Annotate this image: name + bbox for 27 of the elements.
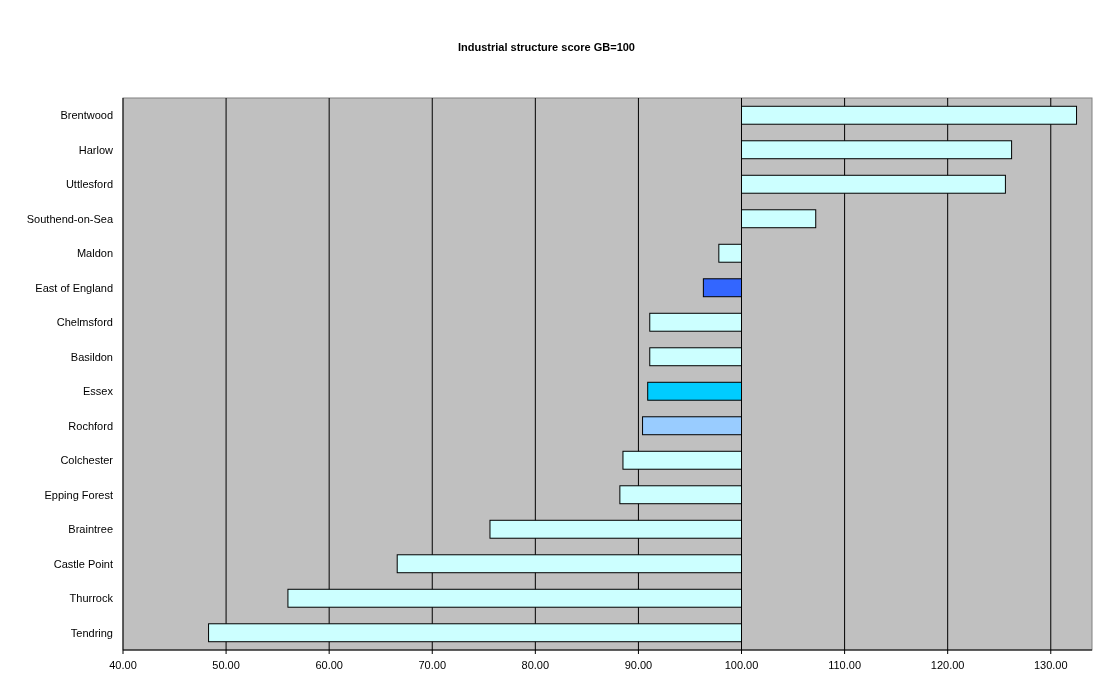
x-tick-label: 130.00	[1033, 659, 1068, 671]
x-tick-label: 110.00	[828, 659, 862, 671]
x-tick-label: 60.00	[315, 659, 343, 671]
y-tick-label: Colchester	[60, 454, 114, 467]
y-tick-label: Thurrock	[69, 592, 114, 605]
x-tick-label: 40.00	[109, 659, 137, 671]
x-tick-label: 70.00	[418, 659, 447, 671]
x-tick-label: 100.00	[724, 659, 759, 671]
y-tick-label: Chelmsford	[56, 316, 113, 329]
y-tick-label: Braintree	[68, 523, 113, 536]
y-tick-label: Brentwood	[60, 109, 113, 122]
x-tick-label: 90.00	[624, 659, 653, 671]
y-tick-label: Uttlesford	[65, 178, 113, 191]
y-tick-label: Epping Forest	[44, 488, 113, 501]
y-tick-label: Essex	[83, 385, 114, 398]
y-tick-label: Maldon	[76, 247, 113, 260]
y-tick-label: Rochford	[68, 419, 113, 432]
y-tick-label: Castle Point	[53, 557, 113, 570]
y-tick-label: Basildon	[70, 350, 113, 363]
y-tick-label: Southend-on-Sea	[26, 212, 114, 225]
x-tick-label: 50.00	[212, 659, 240, 671]
y-tick-label: East of England	[35, 281, 113, 294]
y-tick-label: Tendring	[70, 626, 113, 639]
x-tick-label: 80.00	[521, 659, 550, 671]
y-tick-label: Harlow	[78, 143, 114, 156]
chart-title: Industrial structure score GB=100	[458, 41, 635, 53]
x-tick-label: 120.00	[930, 659, 965, 671]
